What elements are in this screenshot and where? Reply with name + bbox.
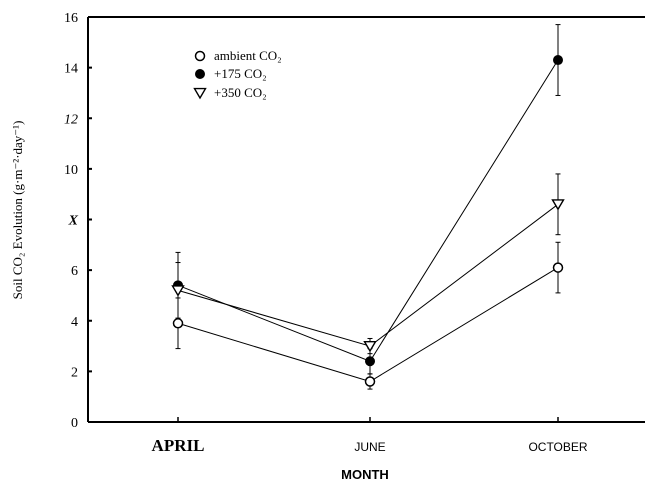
y-tick-label: 6 bbox=[71, 264, 78, 279]
y-tick-label: 14 bbox=[64, 62, 78, 77]
data-point bbox=[363, 340, 377, 353]
x-axis-label: MONTH bbox=[341, 467, 389, 482]
series-2 bbox=[171, 173, 565, 355]
series-line bbox=[177, 203, 559, 347]
y-tick-label: 2 bbox=[71, 365, 78, 380]
data-point bbox=[364, 376, 376, 387]
legend-label: ambient CO₂ bbox=[214, 48, 282, 63]
y-tick-label: 12 bbox=[64, 112, 78, 127]
legend: ambient CO₂ +175 CO₂ +350 CO₂ bbox=[193, 48, 282, 100]
data-point bbox=[172, 318, 184, 329]
y-tick-label: 10 bbox=[64, 163, 78, 178]
series-group bbox=[171, 24, 565, 390]
y-axis-label: Soil CO₂ Evolution (g·m⁻²·day⁻¹) bbox=[10, 121, 25, 300]
x-tick-label: JUNE bbox=[354, 440, 385, 454]
legend-label: +350 CO₂ bbox=[214, 85, 267, 100]
y-tick-label: 4 bbox=[71, 315, 78, 330]
legend-label: +175 CO₂ bbox=[214, 66, 267, 81]
data-point bbox=[171, 285, 185, 297]
x-tick-label: APRIL bbox=[152, 436, 205, 455]
legend-marker bbox=[194, 50, 206, 62]
data-point bbox=[553, 55, 563, 66]
data-point bbox=[551, 199, 565, 211]
series-0 bbox=[172, 241, 564, 390]
legend-marker bbox=[193, 87, 207, 100]
data-point bbox=[365, 356, 375, 367]
x-axis-ticks: APRIL JUNE OCTOBER bbox=[152, 417, 588, 455]
legend-marker bbox=[195, 69, 205, 79]
y-tick-label: 16 bbox=[64, 11, 78, 26]
series-line bbox=[177, 59, 559, 362]
y-axis-ticks: 0 2 4 6 X 10 12 14 16 bbox=[64, 11, 92, 431]
data-point bbox=[552, 262, 564, 273]
x-tick-label: OCTOBER bbox=[528, 440, 587, 454]
y-tick-label: X bbox=[68, 214, 79, 229]
y-tick-label: 0 bbox=[71, 416, 78, 431]
